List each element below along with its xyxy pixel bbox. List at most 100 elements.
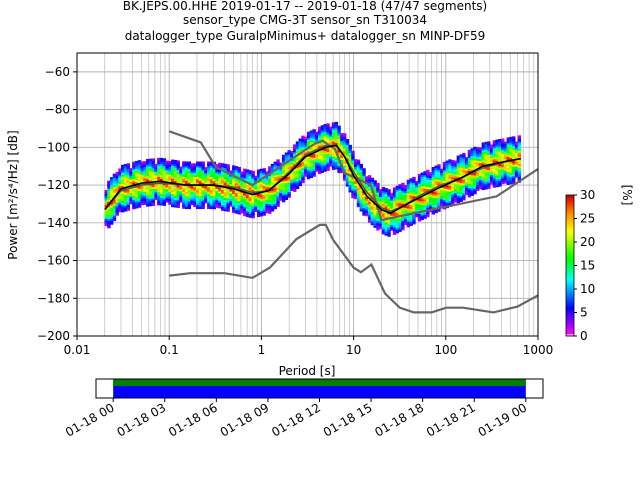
histogram-cell <box>326 166 330 170</box>
histogram-cell <box>187 206 192 210</box>
histogram-cell <box>317 145 322 148</box>
histogram-cell <box>384 229 388 232</box>
histogram-cell <box>304 146 308 149</box>
histogram-cell <box>412 180 416 183</box>
histogram-cell <box>381 205 386 209</box>
histogram-cell <box>171 167 175 170</box>
histogram-cell <box>151 173 155 176</box>
histogram-cell <box>184 206 189 210</box>
histogram-cell <box>287 174 291 177</box>
histogram-cell <box>481 176 485 179</box>
histogram-cell <box>123 167 128 171</box>
histogram-cell <box>428 204 433 207</box>
histogram-cell <box>279 185 283 188</box>
histogram-cell <box>132 180 136 183</box>
histogram-cell <box>440 168 444 172</box>
histogram-cell <box>448 198 452 202</box>
colorbar-segment <box>566 206 574 210</box>
histogram-cell <box>456 195 461 198</box>
histogram-cell <box>229 189 233 192</box>
histogram-cell <box>165 166 169 169</box>
histogram-cell <box>243 198 247 202</box>
histogram-cell <box>243 170 247 173</box>
histogram-cell <box>467 153 472 156</box>
histogram-cell <box>237 180 241 183</box>
colorbar-segment <box>566 242 574 245</box>
histogram-cell <box>140 176 144 179</box>
histogram-cell <box>478 149 483 152</box>
histogram-cell <box>351 162 355 165</box>
histogram-cell <box>273 174 277 178</box>
histogram-cell <box>121 183 125 186</box>
histogram-cell <box>428 183 433 186</box>
histogram-cell <box>412 178 416 182</box>
histogram-cell <box>265 176 269 180</box>
histogram-cell <box>173 163 178 167</box>
histogram-cell <box>501 140 505 143</box>
histogram-cell <box>176 173 180 176</box>
histogram-cell <box>326 138 330 141</box>
histogram-cell <box>320 159 325 162</box>
histogram-cell <box>143 166 147 170</box>
histogram-cell <box>340 135 344 138</box>
histogram-cell <box>209 165 214 168</box>
histogram-cell <box>276 163 280 166</box>
histogram-cell <box>237 210 241 213</box>
histogram-cell <box>234 192 239 195</box>
histogram-cell <box>182 172 186 175</box>
histogram-cell <box>440 193 444 196</box>
histogram-cell <box>301 152 305 155</box>
histogram-cell <box>123 173 128 176</box>
histogram-cell <box>110 194 114 197</box>
histogram-cell <box>259 180 264 183</box>
histogram-cell <box>279 172 283 175</box>
histogram-cell <box>384 206 388 210</box>
histogram-cell <box>273 161 277 164</box>
histogram-cell <box>215 205 219 208</box>
histogram-cell <box>262 183 266 186</box>
histogram-cell <box>215 190 219 193</box>
histogram-cell <box>412 216 416 219</box>
histogram-cell <box>354 196 358 200</box>
histogram-cell <box>226 190 230 193</box>
histogram-cell <box>501 176 505 179</box>
histogram-cell <box>398 227 402 230</box>
histogram-cell <box>387 196 391 200</box>
histogram-cell <box>232 197 236 200</box>
histogram-cell <box>406 209 411 213</box>
colorbar-segment <box>566 331 574 335</box>
histogram-cell <box>312 172 316 175</box>
histogram-cell <box>423 203 427 206</box>
histogram-cell <box>509 174 513 177</box>
histogram-cell <box>334 133 339 136</box>
histogram-cell <box>498 146 502 149</box>
histogram-cell <box>426 199 430 203</box>
histogram-cell <box>126 183 131 187</box>
histogram-cell <box>498 140 502 144</box>
histogram-cell <box>390 200 394 203</box>
histogram-cell <box>365 204 369 207</box>
histogram-cell <box>226 169 230 173</box>
histogram-cell <box>487 146 491 150</box>
histogram-cell <box>365 208 369 211</box>
histogram-cell <box>434 165 438 168</box>
histogram-cell <box>151 192 155 195</box>
histogram-cell <box>326 161 330 164</box>
histogram-cell <box>268 179 272 182</box>
histogram-cell <box>312 140 316 143</box>
histogram-cell <box>345 138 350 142</box>
histogram-cell <box>503 175 508 178</box>
histogram-cell <box>251 208 255 211</box>
histogram-cell <box>398 210 402 213</box>
histogram-cell <box>162 184 167 188</box>
histogram-cell <box>470 148 474 151</box>
histogram-cell <box>426 196 430 199</box>
histogram-cell <box>409 217 413 221</box>
histogram-cell <box>506 156 510 159</box>
histogram-cell <box>171 189 175 193</box>
histogram-cell <box>204 170 208 174</box>
histogram-cell <box>392 223 397 226</box>
histogram-cell <box>234 196 239 199</box>
histogram-cell <box>326 129 330 132</box>
histogram-cell <box>487 171 491 174</box>
